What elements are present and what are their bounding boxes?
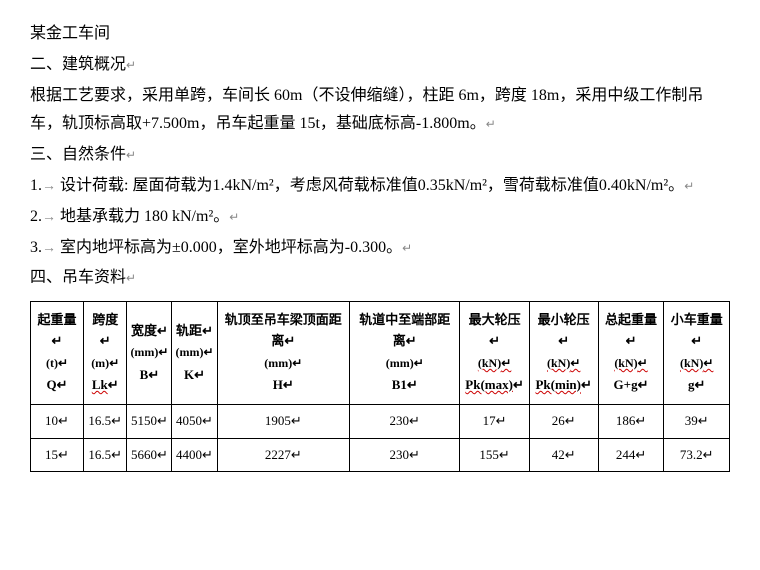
table-cell: 39↵	[664, 404, 730, 438]
table-cell: 42↵	[529, 438, 598, 472]
table-cell: 230↵	[350, 438, 460, 472]
section2-title: 二、建筑概况↵	[30, 51, 730, 80]
table-body: 10↵16.5↵5150↵4050↵1905↵230↵17↵26↵186↵39↵…	[31, 404, 730, 472]
col-symbol: Pk(max)↵	[463, 375, 525, 396]
col-symbol: B↵	[130, 365, 168, 386]
table-header-cell: 跨度↵ (m)↵ Lk↵	[84, 302, 127, 405]
table-cell: 26↵	[529, 404, 598, 438]
col-label: 最小轮压↵	[533, 310, 595, 352]
col-label: 轨距↵	[175, 321, 213, 342]
col-symbol: Pk(min)↵	[533, 375, 595, 396]
table-cell: 16.5↵	[84, 404, 127, 438]
col-unit: (mm)↵	[130, 343, 168, 362]
table-header-row: 起重量↵(t)↵Q↵跨度↵(m)↵Lk↵宽度↵(mm)↵B↵轨距↵(mm)↵K↵…	[31, 302, 730, 405]
table-cell: 1905↵	[217, 404, 350, 438]
return-mark: ↵	[486, 117, 496, 131]
col-symbol: G+g↵	[602, 375, 661, 396]
col-symbol: H↵	[221, 375, 347, 396]
table-cell: 4400↵	[172, 438, 217, 472]
item3-prefix: 3.	[30, 239, 42, 256]
table-cell: 16.5↵	[84, 438, 127, 472]
return-mark: ↵	[229, 210, 239, 224]
section4-title: 四、吊车资料↵	[30, 264, 730, 293]
title: 某金工车间	[30, 20, 730, 49]
table-header-cell: 起重量↵ (t)↵ Q↵	[31, 302, 84, 405]
table-header-cell: 最大轮压↵ (kN)↵ Pk(max)↵	[460, 302, 529, 405]
table-row: 10↵16.5↵5150↵4050↵1905↵230↵17↵26↵186↵39↵	[31, 404, 730, 438]
col-unit: (kN)↵	[667, 354, 726, 373]
section3-item3: 3.→ 室内地坪标高为±0.000，室外地坪标高为-0.300。↵	[30, 234, 730, 263]
section3-title-text: 三、自然条件	[30, 146, 126, 163]
return-mark: ↵	[684, 179, 694, 193]
col-symbol: K↵	[175, 365, 213, 386]
table-cell: 5150↵	[127, 404, 172, 438]
table-header-cell: 宽度↵(mm)↵ B↵	[127, 302, 172, 405]
col-label: 小车重量↵	[667, 310, 726, 352]
item2-text: 地基承载力 180 kN/m²。	[60, 208, 229, 225]
item2-prefix: 2.	[30, 208, 42, 225]
table-cell: 15↵	[31, 438, 84, 472]
table-cell: 155↵	[460, 438, 529, 472]
section3-title: 三、自然条件↵	[30, 141, 730, 170]
col-unit: (mm)↵	[221, 354, 347, 373]
col-unit: (t)↵	[34, 354, 80, 373]
table-cell: 10↵	[31, 404, 84, 438]
table-header-cell: 小车重量↵ (kN)↵ g↵	[664, 302, 730, 405]
return-mark: ↵	[402, 241, 412, 255]
col-symbol: Q↵	[34, 375, 80, 396]
return-mark: ↵	[126, 271, 136, 285]
col-label: 总起重量↵	[602, 310, 661, 352]
section3-item2: 2.→ 地基承载力 180 kN/m²。↵	[30, 203, 730, 232]
table-header-cell: 总起重量↵ (kN)↵ G+g↵	[598, 302, 664, 405]
col-label: 起重量↵	[34, 310, 80, 352]
section2-body-text: 根据工艺要求，采用单跨，车间长 60m（不设伸缩缝），柱距 6m，跨度 18m，…	[30, 87, 703, 133]
col-label: 轨顶至吊车梁顶面距离↵	[221, 310, 347, 352]
table-cell: 4050↵	[172, 404, 217, 438]
table-cell: 186↵	[598, 404, 664, 438]
item1-text: 设计荷载: 屋面荷载为1.4kN/m²，考虑风荷载标准值0.35kN/m²，雪荷…	[60, 177, 684, 194]
col-label: 最大轮压↵	[463, 310, 525, 352]
return-mark: ↵	[126, 58, 136, 72]
section3-item1: 1.→ 设计荷载: 屋面荷载为1.4kN/m²，考虑风荷载标准值0.35kN/m…	[30, 172, 730, 201]
section4-title-text: 四、吊车资料	[30, 269, 126, 286]
table-header-cell: 轨道中至端部距离↵ (mm)↵ B1↵	[350, 302, 460, 405]
col-unit: (mm)↵	[175, 343, 213, 362]
col-symbol: B1↵	[353, 375, 456, 396]
table-row: 15↵16.5↵5660↵4400↵2227↵230↵155↵42↵244↵73…	[31, 438, 730, 472]
table-cell: 5660↵	[127, 438, 172, 472]
return-mark: ↵	[126, 148, 136, 162]
arrow-icon: →	[42, 241, 56, 256]
table-cell: 230↵	[350, 404, 460, 438]
col-unit: (kN)↵	[463, 354, 525, 373]
table-cell: 244↵	[598, 438, 664, 472]
col-label: 轨道中至端部距离↵	[353, 310, 456, 352]
table-header-cell: 轨顶至吊车梁顶面距离↵ (mm)↵ H↵	[217, 302, 350, 405]
item1-prefix: 1.	[30, 177, 42, 194]
section2-body: 根据工艺要求，采用单跨，车间长 60m（不设伸缩缝），柱距 6m，跨度 18m，…	[30, 82, 730, 140]
table-cell: 2227↵	[217, 438, 350, 472]
col-label: 宽度↵	[130, 321, 168, 342]
col-unit: (m)↵	[87, 354, 123, 373]
col-unit: (kN)↵	[602, 354, 661, 373]
col-unit: (mm)↵	[353, 354, 456, 373]
table-header-cell: 轨距↵(mm)↵ K↵	[172, 302, 217, 405]
crane-data-table: 起重量↵(t)↵Q↵跨度↵(m)↵Lk↵宽度↵(mm)↵B↵轨距↵(mm)↵K↵…	[30, 301, 730, 472]
col-symbol: g↵	[667, 375, 726, 396]
table-header-cell: 最小轮压↵ (kN)↵ Pk(min)↵	[529, 302, 598, 405]
table-cell: 73.2↵	[664, 438, 730, 472]
arrow-icon: →	[42, 210, 56, 225]
col-unit: (kN)↵	[533, 354, 595, 373]
arrow-icon: →	[42, 179, 56, 194]
col-symbol: Lk↵	[87, 375, 123, 396]
col-label: 跨度↵	[87, 310, 123, 352]
section2-title-text: 二、建筑概况	[30, 56, 126, 73]
item3-text: 室内地坪标高为±0.000，室外地坪标高为-0.300。	[60, 239, 402, 256]
table-cell: 17↵	[460, 404, 529, 438]
